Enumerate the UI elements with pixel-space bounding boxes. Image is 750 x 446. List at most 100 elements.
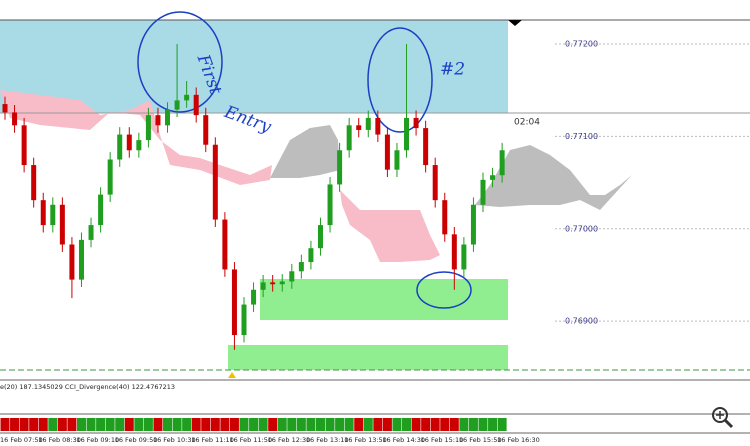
trend-bar	[335, 418, 345, 431]
candle-body	[107, 159, 113, 195]
trend-bar	[105, 418, 115, 431]
candle-body	[203, 115, 209, 145]
timer: 02:04	[514, 118, 540, 128]
trend-bar	[86, 418, 96, 431]
ichimoku-cloud	[270, 125, 340, 178]
candle-body	[212, 144, 218, 220]
candle-body	[365, 117, 371, 130]
annotation: #2	[440, 60, 465, 80]
candle-body	[356, 125, 362, 130]
trend-bar	[392, 418, 402, 431]
ichimoku-cloud	[0, 90, 272, 185]
trend-bar	[10, 418, 20, 431]
trend-bar	[373, 418, 383, 431]
trend-bar	[468, 418, 478, 431]
trend-bar	[421, 418, 431, 431]
candle-body	[155, 115, 161, 126]
candle-body	[126, 134, 132, 151]
shift-marker	[508, 20, 522, 26]
candle-body	[413, 117, 419, 129]
trend-bar	[478, 418, 488, 431]
ichimoku-cloud	[475, 145, 632, 210]
trend-bar	[0, 418, 10, 431]
trend-bar	[19, 418, 29, 431]
trend-bar	[459, 418, 469, 431]
x-tick-label: 16 Feb 09:10	[76, 436, 119, 444]
hand-circle	[367, 27, 433, 133]
candle-body	[346, 125, 352, 151]
x-tick-label: 16 Feb 15:50	[459, 436, 502, 444]
trend-bar	[287, 418, 297, 431]
trend-bar	[344, 418, 354, 431]
candle-body	[184, 94, 190, 101]
x-tick-label: 16 Feb 11:10	[191, 436, 234, 444]
trend-bar	[67, 418, 77, 431]
x-tick-label: 16 Feb 14:30	[382, 436, 425, 444]
x-tick-label: 16 Feb 09:50	[115, 436, 158, 444]
trend-bar	[239, 418, 249, 431]
candle-body	[289, 271, 295, 282]
y-tick-label: 0.77200	[565, 40, 598, 49]
trend-bar	[363, 418, 373, 431]
y-tick-label: 0.77100	[565, 132, 598, 141]
candle-body	[384, 134, 390, 170]
trend-bar	[277, 418, 287, 431]
trend-bar	[306, 418, 316, 431]
ichimoku-cloud	[340, 190, 440, 262]
trend-bar	[57, 418, 67, 431]
candle-body	[136, 140, 142, 151]
trend-bar	[296, 418, 306, 431]
x-tick-label: 16 Feb 13:10	[306, 436, 349, 444]
trend-bar	[315, 418, 325, 431]
trend-bar	[124, 418, 134, 431]
trend-bar	[268, 418, 278, 431]
candle-body	[88, 225, 94, 240]
candle-body	[145, 115, 151, 141]
candle-body	[2, 104, 8, 113]
candle-body	[59, 204, 65, 245]
candle-body	[174, 100, 180, 110]
trend-bar	[325, 418, 335, 431]
zoom-icon[interactable]	[712, 407, 734, 429]
y-tick-label: 0.77000	[565, 224, 598, 233]
trend-bar	[402, 418, 412, 431]
indicator-label: e(20) 187.1345029 CCI_Divergence(40) 122…	[0, 383, 175, 391]
candle-body	[337, 150, 343, 185]
trend-bar	[497, 418, 507, 431]
demand-zone	[228, 345, 508, 370]
supply-zone	[0, 20, 508, 113]
candle-body	[375, 117, 381, 135]
candle-body	[260, 282, 266, 290]
candle-body	[193, 94, 199, 116]
trend-bar	[411, 418, 421, 431]
signal-arrow	[228, 372, 236, 378]
trend-bar	[182, 418, 192, 431]
candle-body	[231, 269, 237, 336]
trend-bar	[29, 418, 39, 431]
candle-body	[251, 289, 257, 305]
candle-body	[69, 244, 75, 280]
candle-body	[50, 204, 56, 226]
candle-body	[308, 248, 314, 263]
trend-bar	[38, 418, 48, 431]
trend-bar	[220, 418, 230, 431]
trend-bar	[440, 418, 450, 431]
candle-body	[40, 200, 46, 226]
trend-bar	[76, 418, 86, 431]
trend-bar	[172, 418, 182, 431]
trend-bar	[210, 418, 220, 431]
trend-bar	[449, 418, 459, 431]
hand-circle	[137, 11, 223, 113]
trend-bar	[201, 418, 211, 431]
candle-body	[117, 134, 123, 160]
candle-body	[432, 165, 438, 201]
candle-body	[165, 109, 171, 126]
trend-bar	[96, 418, 106, 431]
trend-bar	[354, 418, 364, 431]
candle-body	[21, 125, 27, 166]
candle-body	[461, 244, 467, 270]
x-tick-label: 16 Feb 11:50	[229, 436, 272, 444]
candle-body	[12, 112, 18, 126]
candle-body	[270, 282, 276, 285]
